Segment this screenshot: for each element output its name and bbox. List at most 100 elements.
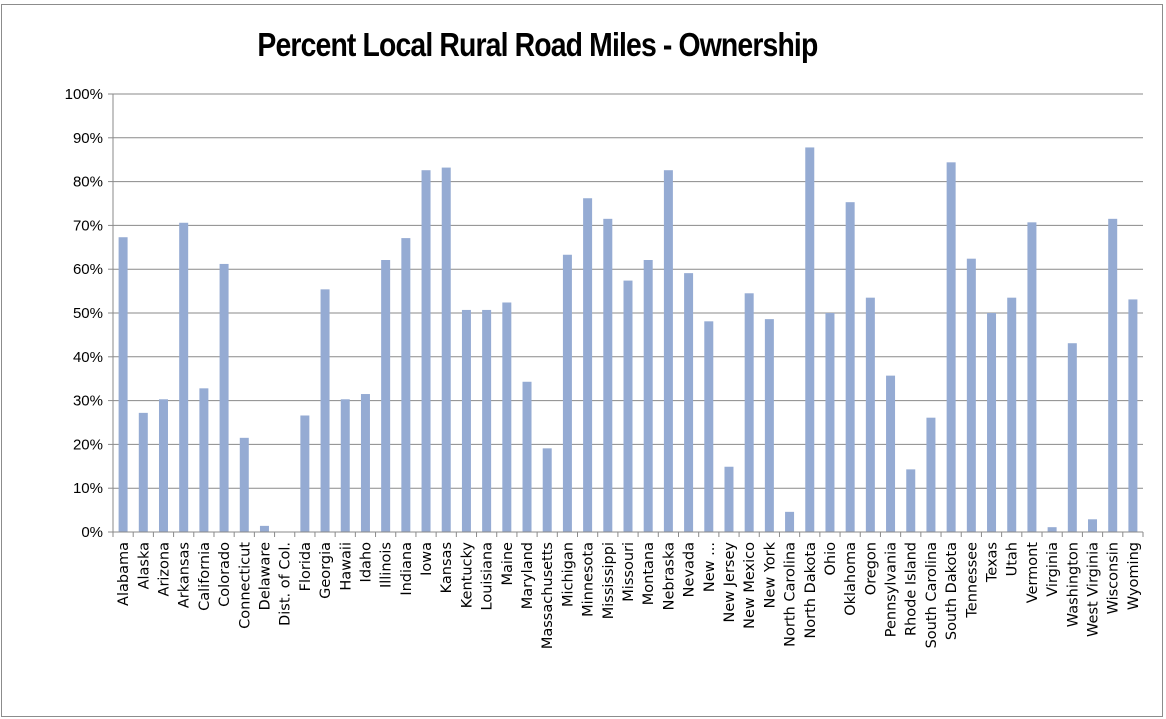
bar	[845, 202, 855, 532]
x-tick-label: North Dakota	[803, 542, 819, 639]
y-tick-label: 0%	[81, 524, 103, 541]
bar	[987, 313, 997, 532]
x-tick-label: Colorado	[217, 542, 233, 607]
y-tick-labels: 0% 10% 20% 30% 40% 50% 60% 70% 80% 90% 100%	[65, 86, 103, 541]
bar	[138, 412, 148, 532]
x-tick-label: Maine	[500, 542, 516, 586]
x-tick-label: Wyoming	[1126, 542, 1142, 610]
bar	[583, 198, 593, 532]
bar	[663, 170, 673, 532]
x-tick-labels: Alabama Alaska Arizona Arkansas California Co…	[116, 541, 1142, 649]
bar	[219, 263, 229, 532]
x-tick-label: Washington	[1065, 542, 1081, 627]
bar	[1108, 218, 1118, 532]
x-tick-label: Virginia	[1045, 542, 1061, 597]
bar	[482, 309, 492, 532]
bar	[360, 394, 370, 532]
y-tick-label: 90%	[73, 130, 103, 147]
bar	[785, 511, 795, 532]
y-tick-label: 10%	[73, 480, 103, 497]
bar	[158, 399, 168, 532]
y-tick-label: 30%	[73, 393, 103, 410]
x-tick-label: Wisconsin	[1106, 542, 1122, 614]
x-tick-label: New ...	[702, 542, 718, 592]
x-tick-label: Ohio	[823, 542, 839, 576]
x-tick-label: Delaware	[257, 542, 273, 610]
bar	[1027, 222, 1037, 533]
x-tick-label: Oklahoma	[843, 542, 859, 616]
x-tick-label: Minnesota	[581, 542, 597, 617]
bar	[421, 170, 431, 532]
x-tick-label: Texas	[985, 542, 1001, 583]
bar	[340, 399, 350, 532]
x-tick-label: Connecticut	[237, 542, 253, 629]
x-tick-label: Alaska	[136, 542, 152, 589]
bar	[886, 375, 896, 532]
x-tick-label: Illinois	[379, 542, 395, 588]
bar	[966, 258, 976, 532]
y-tick-label: 40%	[73, 349, 103, 366]
x-tick-label: Louisiana	[480, 542, 496, 610]
bar	[522, 381, 532, 532]
bar	[1067, 343, 1077, 532]
x-tick-label: Nebraska	[661, 542, 677, 610]
bar	[684, 273, 694, 532]
y-tick-label: 70%	[73, 217, 103, 234]
y-tick-label: 20%	[73, 436, 103, 453]
x-tick-label: Michigan	[560, 542, 576, 607]
bar	[825, 313, 835, 532]
bar	[118, 237, 128, 532]
bar	[562, 254, 572, 532]
y-tick-label: 100%	[65, 86, 103, 103]
x-tick-label: Mississippi	[601, 542, 617, 619]
x-tick-label: Utah	[1005, 542, 1021, 576]
bar	[865, 297, 875, 532]
x-tick-label: Kentucky	[459, 542, 475, 609]
x-tick-label: Dist. of Col.	[278, 542, 294, 626]
x-tick-label: Massachusetts	[540, 542, 556, 649]
x-tick-label: North Carolina	[783, 542, 799, 647]
x-tick-label: Pennsylvania	[884, 542, 900, 637]
bar	[764, 319, 774, 532]
bar	[1088, 519, 1098, 532]
bar	[744, 293, 754, 532]
bar	[441, 167, 451, 533]
x-tick-label: Nevada	[682, 542, 698, 597]
bar	[381, 260, 391, 532]
chart-title: Percent Local Rural Road Miles - Ownersh…	[257, 26, 818, 63]
x-tick-label: Iowa	[419, 542, 435, 576]
axes	[108, 93, 1144, 537]
x-tick-label: Montana	[641, 542, 657, 605]
bar	[239, 437, 249, 532]
bar	[1007, 297, 1017, 532]
x-tick-label: New York	[762, 541, 778, 608]
x-tick-label: South Carolina	[924, 542, 940, 648]
bar	[946, 162, 956, 532]
bar	[199, 388, 209, 532]
x-tick-label: West Virginia	[1086, 542, 1102, 637]
bar	[704, 321, 714, 532]
y-tick-label: 60%	[73, 261, 103, 278]
x-tick-label: Alabama	[116, 542, 132, 606]
x-tick-label: Missouri	[621, 542, 637, 602]
bar	[1047, 527, 1057, 532]
x-tick-label: California	[197, 542, 213, 611]
bar	[461, 309, 471, 532]
x-tick-label: Kansas	[439, 542, 455, 593]
bar	[1128, 299, 1138, 532]
x-tick-label: Vermont	[1025, 542, 1041, 604]
bar	[259, 525, 269, 532]
bar	[179, 222, 189, 532]
bar	[502, 302, 512, 532]
bar	[542, 448, 552, 532]
bar	[300, 415, 310, 532]
bar	[623, 280, 633, 532]
y-tick-label: 80%	[73, 174, 103, 191]
x-tick-label: Arkansas	[177, 542, 193, 608]
bar	[643, 260, 653, 532]
bar	[603, 218, 613, 532]
y-tick-label: 50%	[73, 305, 103, 322]
bar	[805, 147, 815, 532]
x-tick-label: New Mexico	[742, 542, 758, 629]
